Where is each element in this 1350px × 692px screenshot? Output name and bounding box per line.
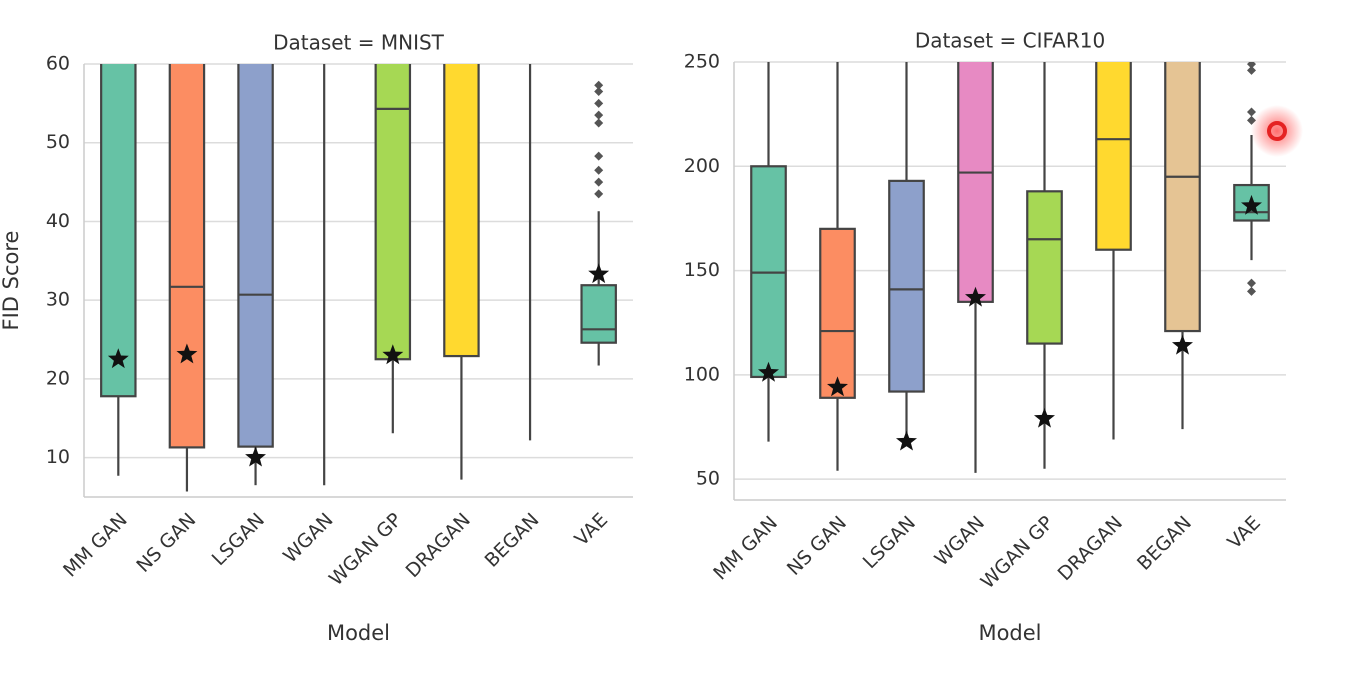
box bbox=[1095, 62, 1132, 251]
box bbox=[1164, 62, 1201, 333]
y-tick-label: 10 bbox=[46, 446, 70, 468]
box bbox=[100, 64, 137, 398]
box bbox=[1026, 190, 1063, 345]
y-axis-label: FID Score bbox=[0, 231, 23, 331]
y-tick-label: 30 bbox=[46, 289, 70, 311]
box bbox=[237, 64, 274, 448]
best-marker bbox=[1241, 194, 1262, 215]
outlier bbox=[594, 165, 604, 175]
best-marker bbox=[107, 348, 129, 369]
box bbox=[580, 284, 617, 344]
x-axis-label: Model bbox=[327, 621, 390, 645]
best-marker bbox=[1034, 407, 1055, 428]
x-tick-label: LSGAN bbox=[859, 512, 920, 573]
chart-title: Dataset = MNIST bbox=[273, 31, 445, 55]
outlier bbox=[594, 87, 604, 97]
y-tick-label: 50 bbox=[46, 131, 70, 153]
outlier bbox=[1247, 62, 1256, 69]
y-tick-label: 20 bbox=[46, 367, 70, 389]
y-tick-label: 150 bbox=[684, 259, 720, 281]
x-tick-label: LSGAN bbox=[208, 509, 269, 570]
x-tick-label: BEGAN bbox=[1133, 512, 1196, 575]
y-tick-label: 60 bbox=[46, 53, 70, 75]
box bbox=[443, 64, 480, 358]
outlier bbox=[1247, 107, 1256, 117]
y-tick-label: 100 bbox=[684, 363, 720, 385]
outlier bbox=[594, 118, 604, 128]
y-tick-label: 200 bbox=[684, 155, 720, 177]
plot-area bbox=[100, 64, 617, 492]
y-tick-label: 250 bbox=[684, 51, 720, 73]
x-tick-label: WGAN bbox=[279, 509, 338, 568]
y-tick-label: 40 bbox=[46, 210, 70, 232]
cursor-glow bbox=[1251, 105, 1303, 157]
outlier bbox=[594, 110, 604, 120]
box bbox=[374, 64, 412, 361]
x-tick-label: VAE bbox=[571, 509, 613, 551]
box bbox=[819, 227, 856, 399]
y-tick-label: 50 bbox=[696, 468, 720, 490]
best-marker bbox=[896, 430, 917, 451]
best-marker bbox=[588, 263, 610, 284]
outlier bbox=[1247, 278, 1256, 288]
plot: 10 20 30 40 50 60 Dataset = MNIST Model FID Scor… bbox=[0, 31, 633, 645]
x-tick-label: DRAGAN bbox=[1054, 512, 1127, 585]
best-marker bbox=[382, 344, 404, 365]
outlier bbox=[1247, 286, 1256, 296]
x-axis-label: Model bbox=[978, 621, 1041, 645]
outlier bbox=[594, 189, 604, 199]
x-tick-label: NS GAN bbox=[132, 509, 200, 577]
x-tick-label: WGAN bbox=[930, 512, 989, 571]
box bbox=[888, 179, 925, 393]
outlier bbox=[1247, 65, 1256, 75]
plot: 50 100 150 200 250 Dataset = CIFAR10 Model MM G… bbox=[684, 29, 1286, 645]
best-marker bbox=[176, 343, 198, 364]
x-tick-label: NS GAN bbox=[783, 512, 851, 580]
best-marker bbox=[245, 446, 266, 467]
x-tick-label: MM GAN bbox=[709, 512, 782, 585]
x-tick-label: WGAN GP bbox=[325, 509, 406, 590]
cursor-indicator bbox=[1251, 105, 1303, 157]
best-marker bbox=[1172, 334, 1193, 355]
best-marker bbox=[827, 376, 848, 397]
x-tick-label: DRAGAN bbox=[402, 509, 475, 582]
outlier bbox=[594, 177, 604, 187]
box bbox=[168, 64, 206, 449]
x-tick-label: VAE bbox=[1223, 512, 1265, 554]
outlier bbox=[594, 98, 604, 108]
x-tick-label: WGAN GP bbox=[977, 512, 1058, 593]
best-marker bbox=[965, 286, 986, 307]
best-marker bbox=[758, 361, 779, 382]
outlier bbox=[594, 80, 604, 90]
x-tick-label: MM GAN bbox=[59, 509, 132, 582]
plot-area bbox=[750, 62, 1270, 473]
chart-title: Dataset = CIFAR10 bbox=[915, 29, 1105, 53]
cursor-ring bbox=[1267, 121, 1287, 141]
x-tick-label: BEGAN bbox=[481, 509, 544, 572]
outlier bbox=[594, 151, 604, 161]
